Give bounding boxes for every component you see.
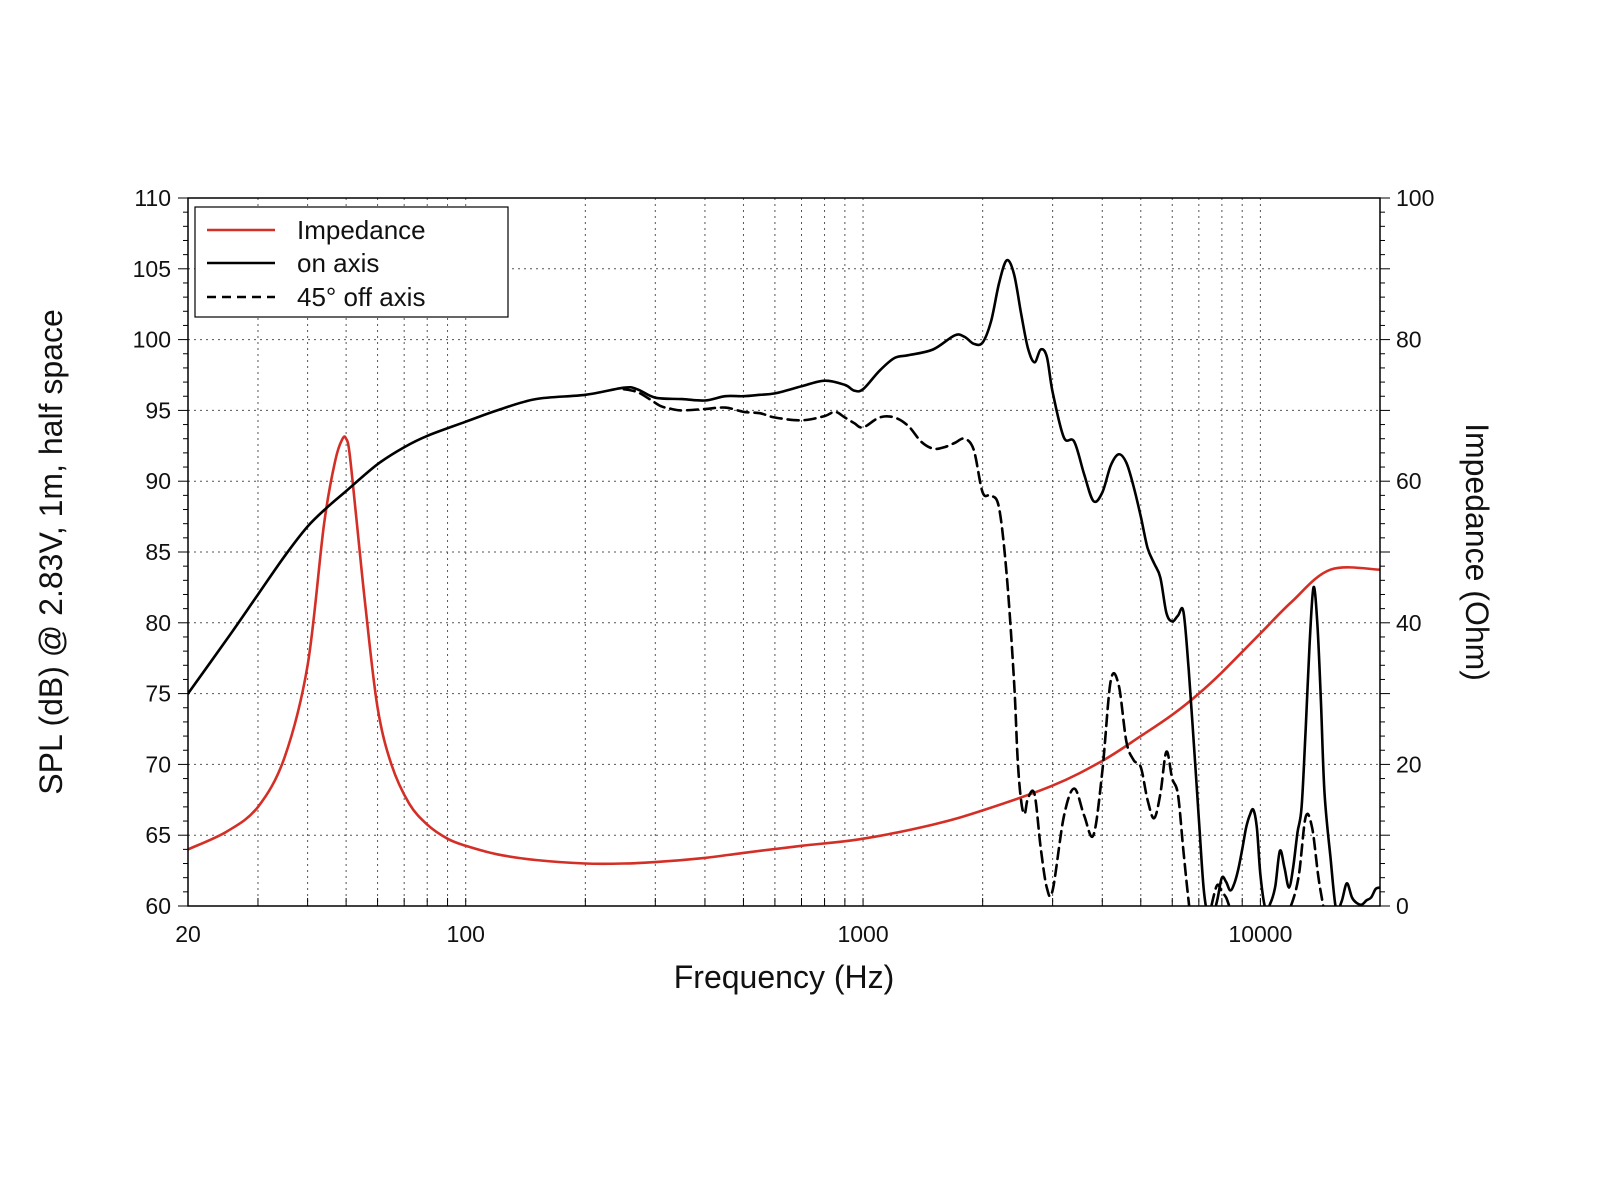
y2-tick-label: 100 [1396,185,1434,211]
y-tick-label: 75 [145,681,171,707]
y-tick-label: 105 [133,256,171,282]
legend-label-off-axis: 45° off axis [297,282,425,312]
y2-tick-label: 60 [1396,468,1422,494]
series-off-axis-line [622,387,1325,906]
y-tick-label: 85 [145,539,171,565]
legend-label-on-axis: on axis [297,248,379,278]
y-tick-label: 95 [145,397,171,423]
y-axis-title: SPL (dB) @ 2.83V, 1m, half space [33,309,69,794]
y2-tick-label: 40 [1396,610,1422,636]
series-layer [188,258,1380,906]
y2-axis-title: Impedance (Ohm) [1459,423,1495,681]
x-axis-title: Frequency (Hz) [674,959,895,995]
series-on-axis-line [188,258,1380,906]
x-tick-label: 20 [175,921,201,947]
y-tick-label: 110 [134,185,171,211]
axis-ticks [178,197,1390,907]
x-tick-labels: 20 100 1000 10000 [175,921,1292,947]
y-tick-label: 80 [145,610,171,636]
y-tick-label: 90 [145,468,171,494]
y2-tick-labels: 0 20 40 60 80 100 [1396,185,1434,919]
y-tick-label: 100 [133,327,171,353]
y2-tick-label: 20 [1396,751,1422,777]
y-tick-label: 60 [145,893,171,919]
y-tick-label: 70 [145,751,171,777]
y2-tick-label: 0 [1396,893,1409,919]
x-tick-label: 10000 [1228,921,1292,947]
x-tick-label: 100 [447,921,485,947]
x-tick-label: 1000 [837,921,888,947]
y2-tick-label: 80 [1396,327,1422,353]
legend-label-impedance: Impedance [297,215,426,245]
series-impedance-line [188,435,1380,866]
legend: Impedance on axis 45° off axis [194,206,509,318]
y-tick-label: 65 [145,822,171,848]
y-tick-labels: 60 65 70 75 80 85 90 95 100 105 110 [133,185,171,919]
